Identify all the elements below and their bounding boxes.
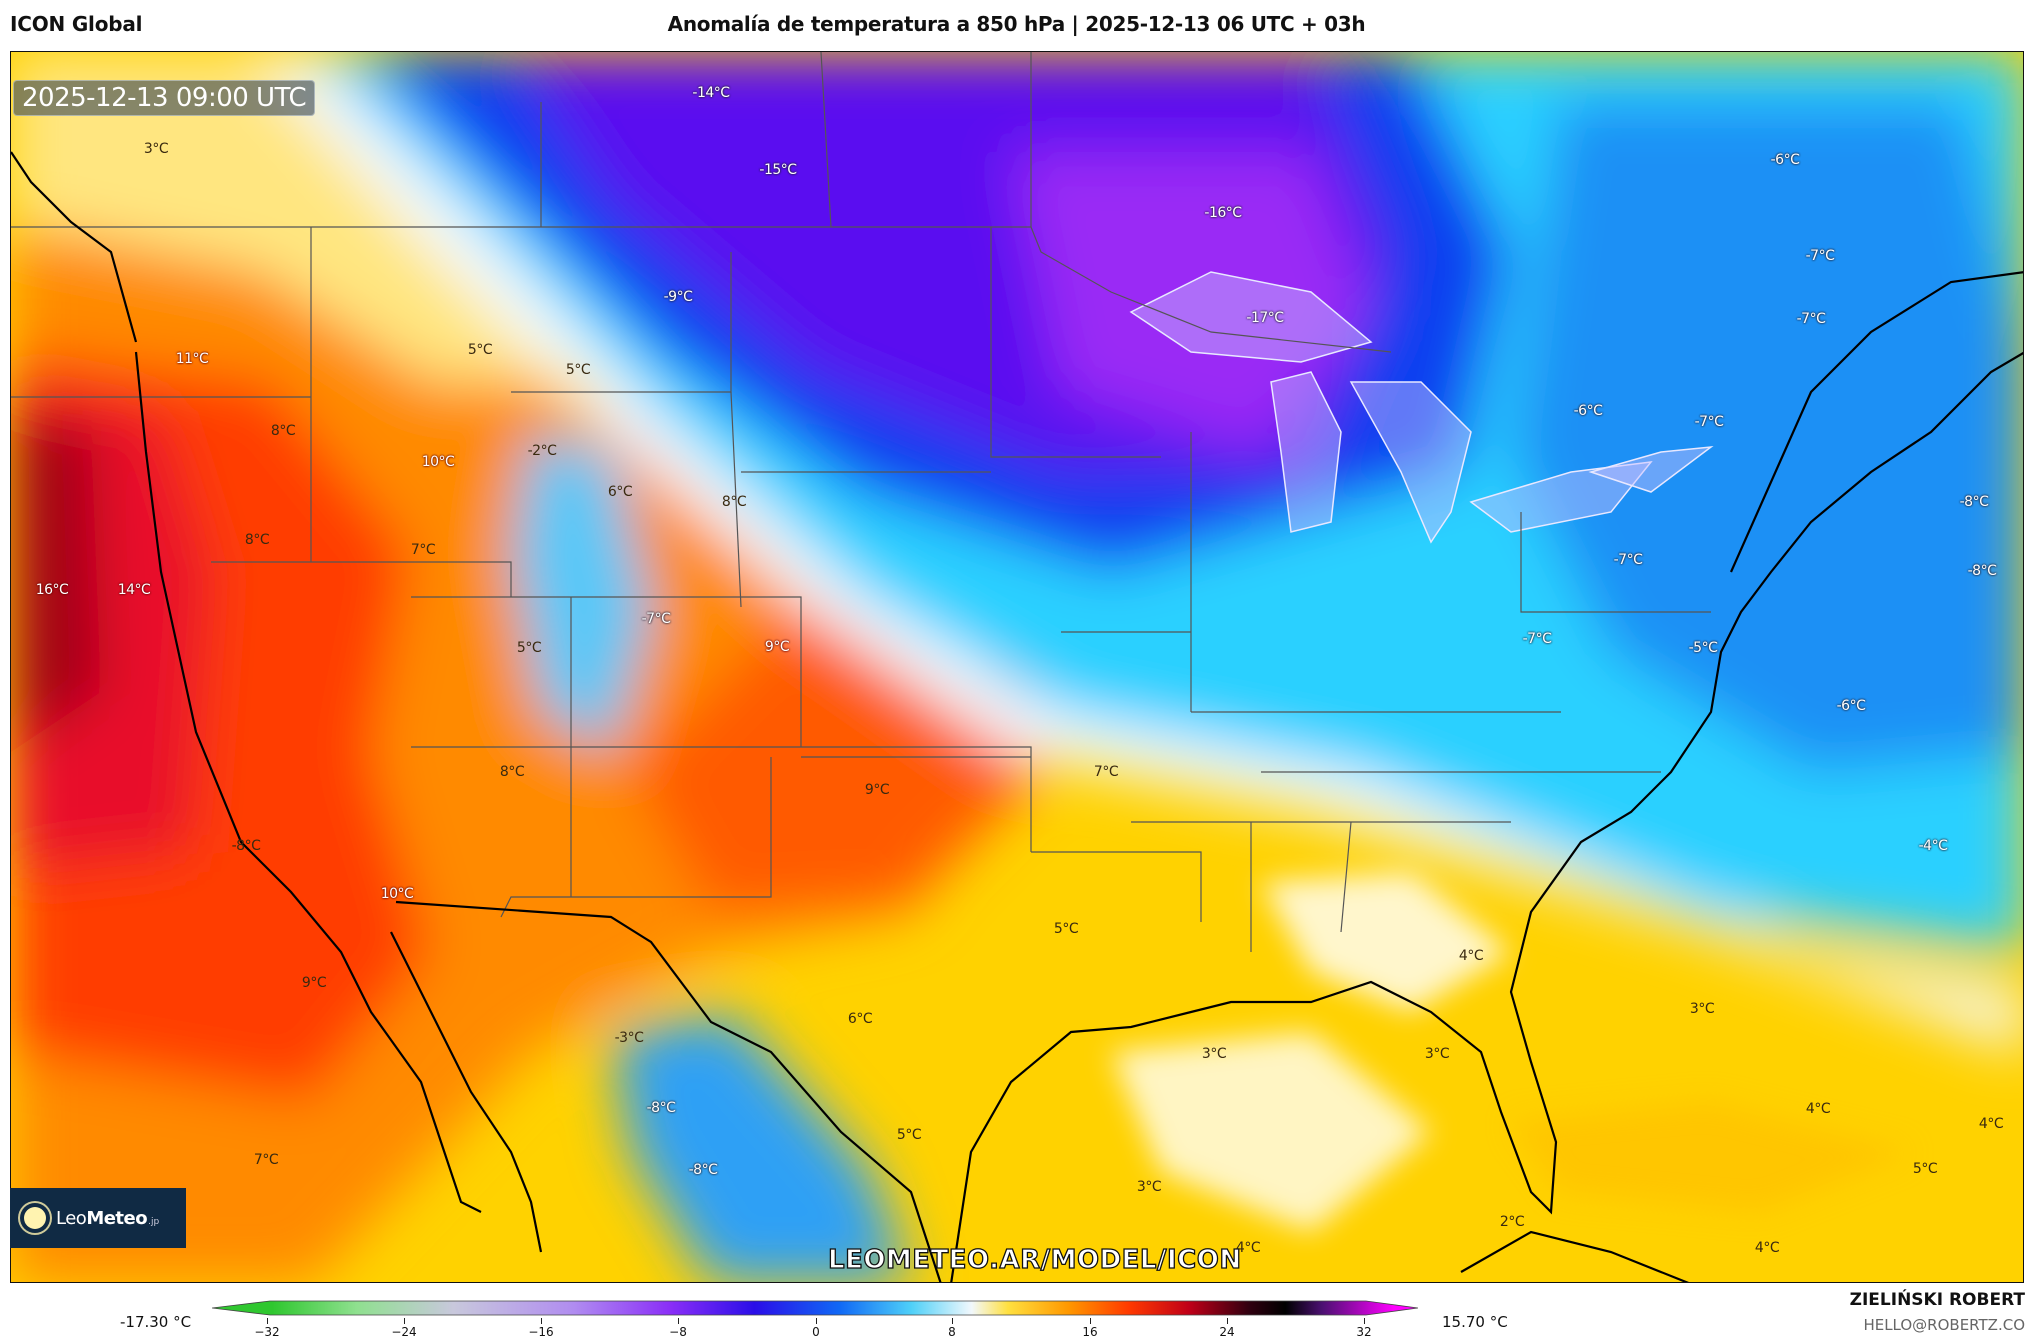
colorbar xyxy=(212,1300,1418,1316)
colorbar-tick xyxy=(404,1318,405,1324)
temperature-label: -15°C xyxy=(759,162,797,178)
temperature-label: -16°C xyxy=(1204,205,1242,221)
colorbar-tick-label: −24 xyxy=(391,1325,417,1339)
temperature-label: -4°C xyxy=(1918,838,1948,854)
map-field xyxy=(11,52,2023,1282)
author-name: ZIELIŃSKI ROBERT xyxy=(1849,1290,2025,1310)
temperature-label: 10°C xyxy=(380,886,414,902)
temperature-label: -17°C xyxy=(1246,310,1284,326)
temperature-label: -8°C xyxy=(1959,494,1989,510)
temperature-label: 8°C xyxy=(721,494,747,510)
temperature-label: 4°C xyxy=(1805,1101,1831,1117)
temperature-label: 2°C xyxy=(1499,1214,1525,1230)
sun-icon xyxy=(24,1207,46,1229)
temperature-label: 8°C xyxy=(499,764,525,780)
colorbar-tick xyxy=(541,1318,542,1324)
colorbar-tick-label: 32 xyxy=(1356,1325,1372,1339)
colorbar-tick xyxy=(678,1318,679,1324)
colorbar-tick-label: −32 xyxy=(254,1325,280,1339)
valid-time-badge: 2025-12-13 09:00 UTC xyxy=(13,80,316,116)
logo-text: LeoMeteo xyxy=(56,1207,148,1229)
temperature-label: 11°C xyxy=(175,351,209,367)
temperature-label: 8°C xyxy=(244,532,270,548)
temperature-label: 3°C xyxy=(1136,1179,1162,1195)
colorbar-tick xyxy=(816,1318,817,1324)
temperature-label: -7°C xyxy=(1522,631,1552,647)
temperature-label: -6°C xyxy=(1770,152,1800,168)
colorbar-tick-label: 0 xyxy=(812,1325,820,1339)
temperature-label: 6°C xyxy=(607,484,633,500)
colorbar-tick xyxy=(1364,1318,1365,1324)
temperature-label: 3°C xyxy=(1201,1046,1227,1062)
temperature-label: 14°C xyxy=(117,582,151,598)
temperature-label: -5°C xyxy=(1688,640,1718,656)
model-name: ICON Global xyxy=(10,12,143,36)
temperature-label: 4°C xyxy=(1754,1240,1780,1256)
colorbar-tick xyxy=(1090,1318,1091,1324)
colorbar-tick-label: −8 xyxy=(669,1325,687,1339)
temperature-label: -6°C xyxy=(1836,698,1866,714)
temperature-label: 7°C xyxy=(410,542,436,558)
temperature-label: 4°C xyxy=(1235,1240,1261,1256)
temperature-label: 9°C xyxy=(764,639,790,655)
temperature-label: -7°C xyxy=(1613,552,1643,568)
colorbar-tick xyxy=(952,1318,953,1324)
temperature-label: 4°C xyxy=(1458,948,1484,964)
temperature-label: -9°C xyxy=(663,289,693,305)
colorbar-tick xyxy=(267,1318,268,1324)
temperature-label: -7°C xyxy=(1796,311,1826,327)
temperature-label: 5°C xyxy=(1912,1161,1938,1177)
temperature-label: -7°C xyxy=(1694,414,1724,430)
temperature-label: -8°C xyxy=(1967,563,1997,579)
temperature-label: 9°C xyxy=(864,782,890,798)
colorbar-tick xyxy=(1227,1318,1228,1324)
watermark-url: LEOMETEO.AR/MODEL/ICON xyxy=(827,1244,1242,1275)
temperature-label: -8°C xyxy=(231,838,261,854)
temperature-label: 6°C xyxy=(847,1011,873,1027)
temperature-label: -7°C xyxy=(1805,248,1835,264)
temperature-label: 4°C xyxy=(1978,1116,2004,1132)
temperature-label: -14°C xyxy=(692,85,730,101)
temperature-label: 5°C xyxy=(896,1127,922,1143)
temperature-label: -8°C xyxy=(646,1100,676,1116)
temperature-label: 3°C xyxy=(143,141,169,157)
temperature-anomaly-map[interactable]: 2025-12-13 09:00 UTC xyxy=(10,51,2024,1283)
temperature-label: 3°C xyxy=(1424,1046,1450,1062)
author-email: HELLO@ROBERTZ.CO xyxy=(1863,1316,2025,1334)
temperature-label: -8°C xyxy=(688,1162,718,1178)
temperature-label: -7°C xyxy=(641,611,671,627)
temperature-label: 7°C xyxy=(1093,764,1119,780)
temperature-label: -6°C xyxy=(1573,403,1603,419)
temperature-label: 5°C xyxy=(516,640,542,656)
colorbar-tick-label: 8 xyxy=(948,1325,956,1339)
temperature-label: 7°C xyxy=(253,1152,279,1168)
leometeo-logo[interactable]: LeoMeteo .jp xyxy=(10,1188,186,1248)
temperature-label: 8°C xyxy=(270,423,296,439)
logo-suffix: .jp xyxy=(148,1216,160,1227)
colorbar-tick-label: −16 xyxy=(528,1325,554,1339)
temperature-label: -2°C xyxy=(527,443,557,459)
temperature-label: 5°C xyxy=(467,342,493,358)
colorbar-min-label: -17.30 °C xyxy=(120,1313,192,1331)
temperature-label: 3°C xyxy=(1689,1001,1715,1017)
colorbar-tick-label: 24 xyxy=(1219,1325,1235,1339)
temperature-label: 5°C xyxy=(1053,921,1079,937)
temperature-label: 10°C xyxy=(421,454,455,470)
colorbar-max-label: 15.70 °C xyxy=(1442,1313,1508,1331)
temperature-label: 9°C xyxy=(301,975,327,991)
chart-title: Anomalía de temperatura a 850 hPa | 2025… xyxy=(667,12,1366,36)
colorbar-tick-label: 16 xyxy=(1082,1325,1098,1339)
temperature-label: 5°C xyxy=(565,362,591,378)
temperature-label: 16°C xyxy=(35,582,69,598)
temperature-label: -3°C xyxy=(614,1030,644,1046)
